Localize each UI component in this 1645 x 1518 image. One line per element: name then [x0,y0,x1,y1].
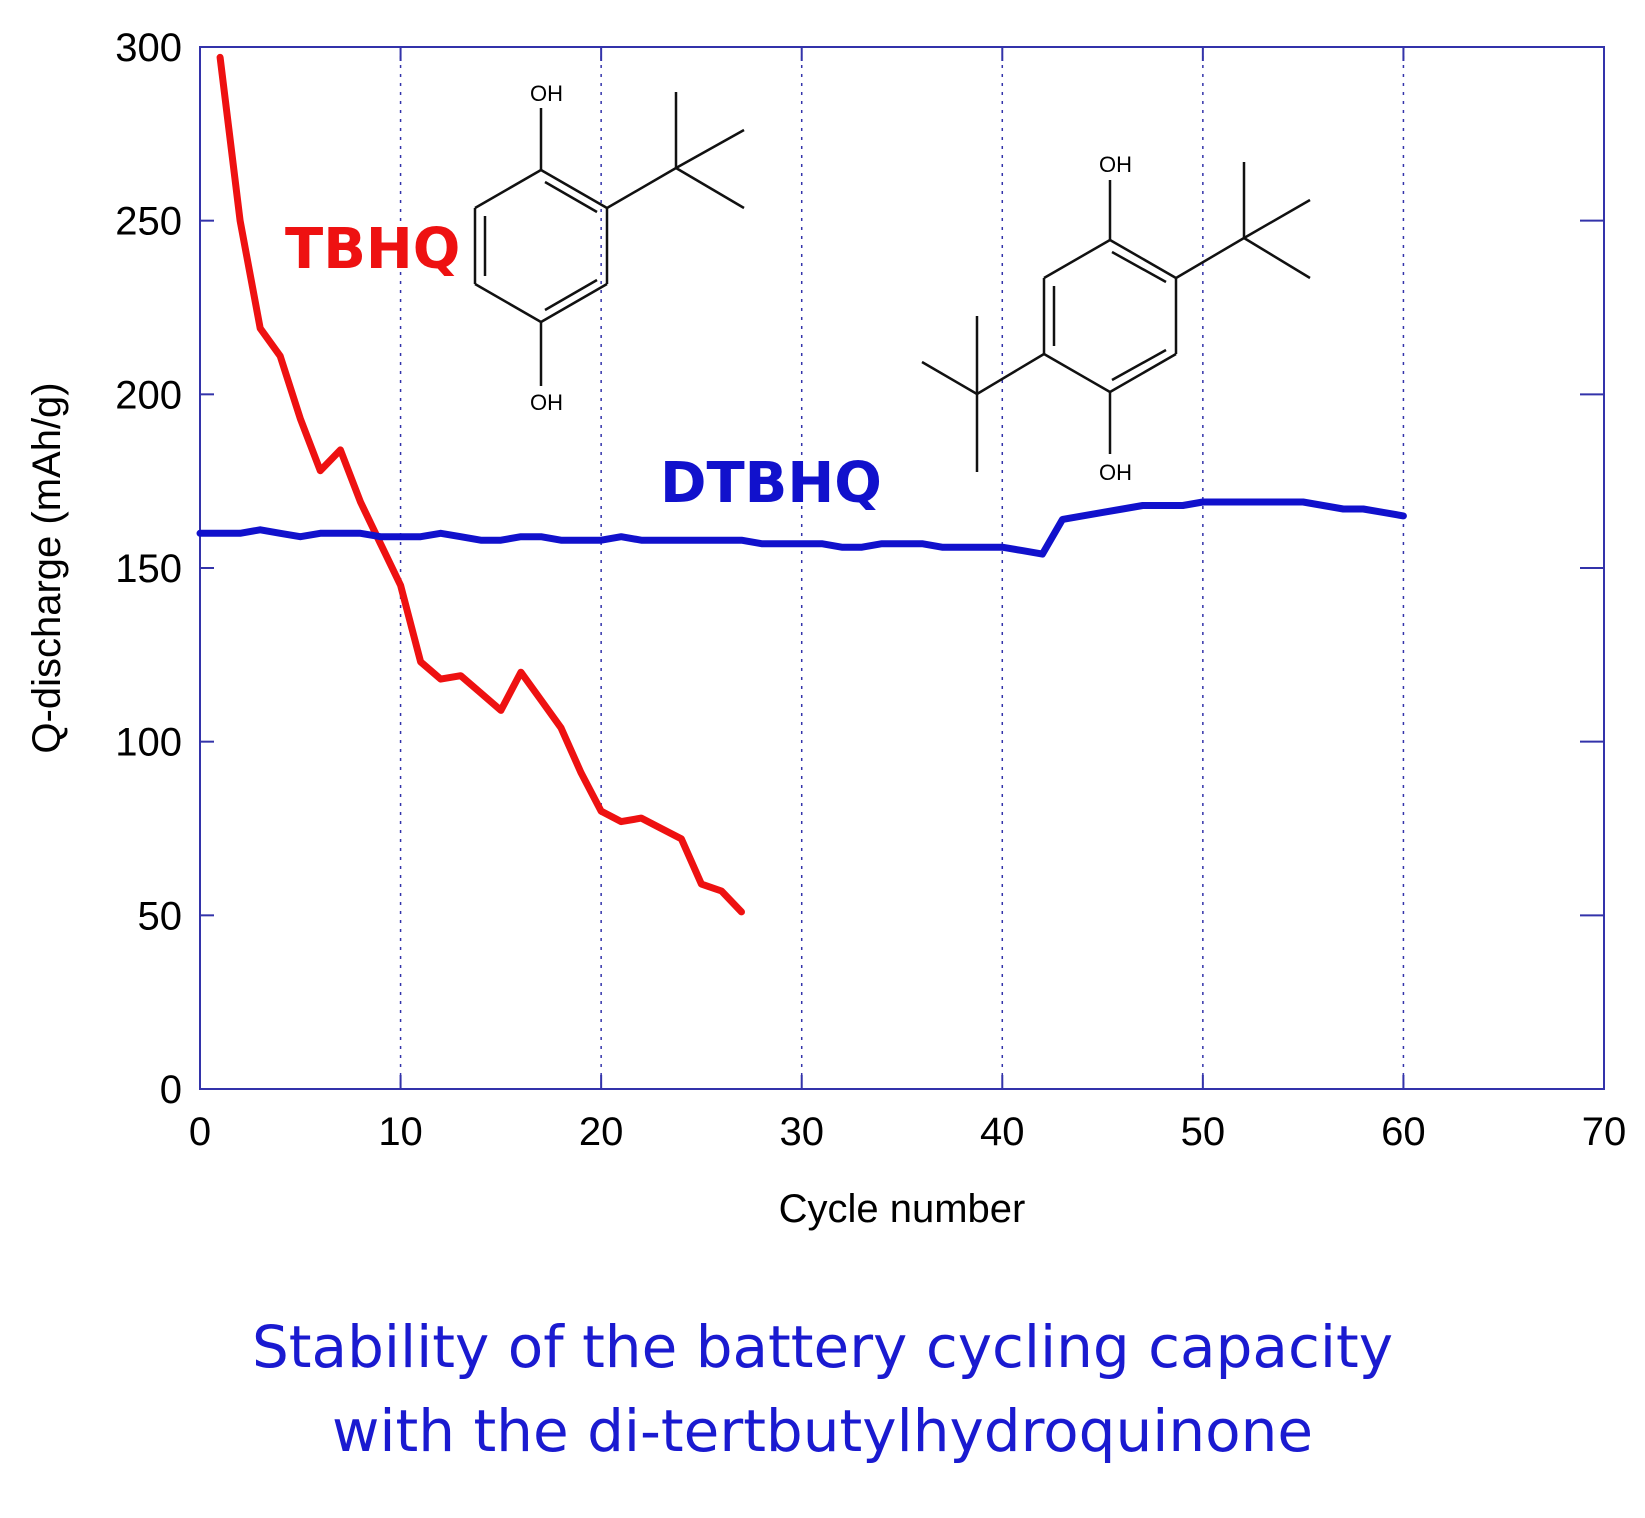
y-tick-label-0: 0 [160,1068,182,1112]
series-line-tbhq [216,53,745,916]
dtbhq-oh-top: OH [1099,152,1132,177]
grid-lines [399,47,1405,1089]
series-label-tbhq: TBHQ [285,217,460,282]
tbhq-structure [473,92,745,386]
dtbhq-structure [921,162,1311,472]
x-tick-label-50: 50 [1181,1110,1226,1154]
caption-line-1: Stability of the battery cycling capacit… [251,1313,1394,1381]
axis-ticks [199,46,1605,1090]
x-tick-label-70: 70 [1582,1110,1627,1154]
plot-frame [199,46,1605,1090]
x-tick-label-10: 10 [378,1110,423,1154]
dtbhq-oh-bottom: OH [1099,460,1132,485]
caption-line-2: with the di-tertbutylhydroquinone [331,1397,1314,1465]
y-axis-title: Q-discharge (mAh/g) [25,382,69,753]
y-tick-label-50: 50 [138,894,183,938]
tbhq-oh-bottom: OH [530,390,563,415]
tbhq-oh-top: OH [530,81,563,106]
x-tick-label-20: 20 [579,1110,624,1154]
chart: 0 10 20 30 40 50 60 70 0 50 100 150 200 250 300 Cycle… [25,26,1626,1231]
y-tick-label-150: 150 [115,547,182,591]
series-label-dtbhq: DTBHQ [660,451,882,516]
x-tick-label-30: 30 [779,1110,824,1154]
series-lines [196,53,1407,916]
y-tick-label-300: 300 [115,26,182,70]
x-tick-labels: 0 10 20 30 40 50 60 70 [189,1110,1626,1154]
x-tick-label-0: 0 [189,1110,211,1154]
figure-caption: Stability of the battery cycling capacit… [0,1305,1645,1473]
x-axis-title: Cycle number [779,1187,1026,1231]
x-tick-label-60: 60 [1381,1110,1426,1154]
y-tick-labels: 0 50 100 150 200 250 300 [115,26,182,1112]
y-tick-label-200: 200 [115,373,182,417]
x-tick-label-40: 40 [980,1110,1025,1154]
series-line-dtbhq [196,498,1407,558]
y-tick-label-100: 100 [115,721,182,765]
y-tick-label-250: 250 [115,200,182,244]
